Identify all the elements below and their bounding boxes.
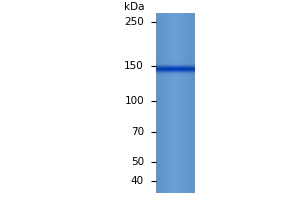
Text: 150: 150 bbox=[124, 61, 144, 71]
Text: 70: 70 bbox=[131, 127, 144, 137]
Text: 250: 250 bbox=[124, 17, 144, 27]
Text: 40: 40 bbox=[131, 176, 144, 186]
Text: 50: 50 bbox=[131, 157, 144, 167]
Text: kDa: kDa bbox=[124, 2, 144, 12]
Text: 100: 100 bbox=[124, 96, 144, 106]
